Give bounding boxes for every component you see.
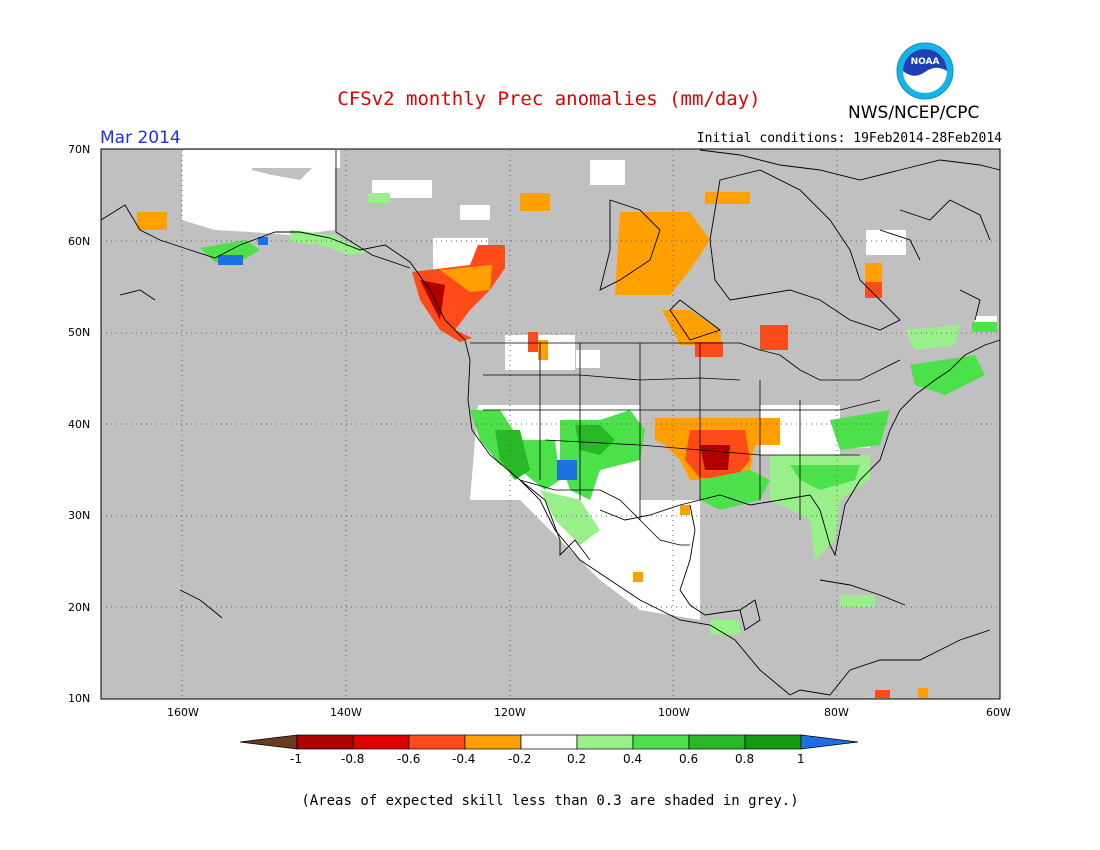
colorbar-segment	[744, 734, 802, 750]
positive-anomaly-areas	[200, 193, 997, 635]
lon-label-160w: 160W	[167, 706, 199, 719]
colorbar-label: -0.2	[508, 752, 532, 766]
lat-label-60n: 60N	[68, 235, 91, 248]
lon-label-80w: 80W	[824, 706, 849, 719]
colorbar-label: 1	[797, 752, 805, 766]
colorbar-arrow-low	[239, 734, 298, 750]
colorbar-segment	[632, 734, 690, 750]
anomaly-map	[100, 148, 1001, 700]
political-borders	[335, 150, 901, 546]
colorbar-label: 0.6	[679, 752, 699, 766]
lon-label-120w: 120W	[494, 706, 526, 719]
lat-label-50n: 50N	[68, 326, 91, 339]
colorbar-segment	[464, 734, 522, 750]
colorbar-label: 0.2	[567, 752, 587, 766]
lat-label-40n: 40N	[68, 418, 91, 431]
colorbar-segment	[352, 734, 410, 750]
initial-conditions-label: Initial conditions: 19Feb2014-28Feb2014	[696, 131, 1002, 146]
svg-text:NOAA: NOAA	[911, 57, 940, 67]
colorbar-label: 0.8	[735, 752, 755, 766]
lon-label-60w: 60W	[986, 706, 1011, 719]
colorbar-segment	[576, 734, 634, 750]
colorbar-segment	[520, 734, 578, 750]
lon-label-100w: 100W	[658, 706, 690, 719]
colorbar-segment	[296, 734, 354, 750]
colorbar-label: 0.4	[623, 752, 643, 766]
colorbar-label: -0.4	[452, 752, 476, 766]
chart-title: CFSv2 monthly Prec anomalies (mm/day)	[337, 88, 761, 110]
colorbar-label: -0.6	[397, 752, 421, 766]
footer-note: (Areas of expected skill less than 0.3 a…	[301, 793, 799, 809]
colorbar-arrow-high	[800, 734, 859, 750]
coastlines	[100, 149, 1001, 696]
colorbar	[239, 734, 859, 750]
target-month-label: Mar 2014	[100, 128, 181, 148]
negative-anomaly-areas	[137, 192, 928, 698]
colorbar-label: -1	[290, 752, 302, 766]
map-frame	[100, 148, 1001, 700]
lat-label-10n: 10N	[68, 692, 91, 705]
noaa-logo-icon: NOAA	[896, 42, 954, 100]
colorbar-segment	[408, 734, 466, 750]
lat-label-70n: 70N	[68, 143, 91, 156]
lat-label-30n: 30N	[68, 509, 91, 522]
lon-label-140w: 140W	[330, 706, 362, 719]
lat-label-20n: 20N	[68, 601, 91, 614]
colorbar-segment	[688, 734, 746, 750]
colorbar-label: -0.8	[341, 752, 365, 766]
organization-label: NWS/NCEP/CPC	[848, 103, 980, 123]
